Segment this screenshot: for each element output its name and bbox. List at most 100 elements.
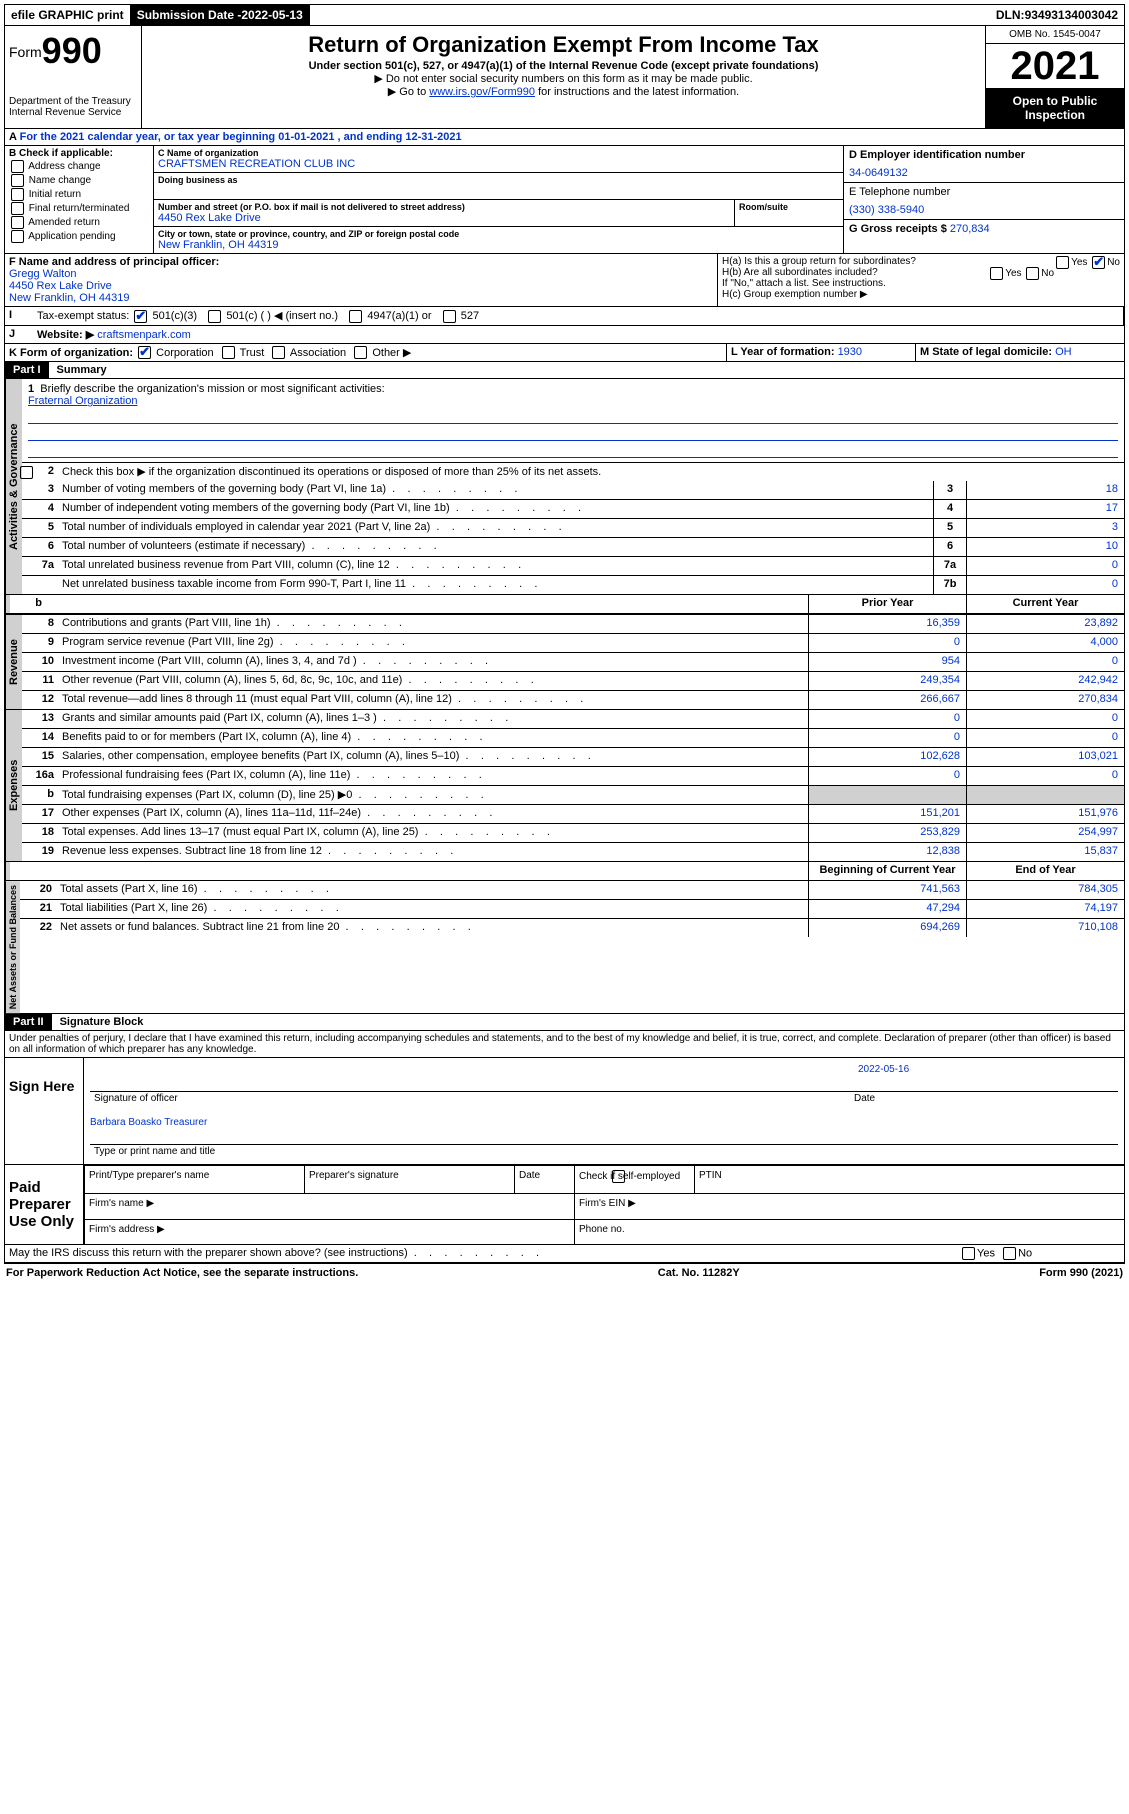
part-i-header: Part I Summary: [4, 362, 1125, 379]
room-label: Room/suite: [739, 202, 839, 212]
year-formation: 1930: [838, 346, 862, 358]
block-b-label: B Check if applicable:: [9, 148, 113, 159]
sig-date-label: Date: [850, 1092, 1118, 1105]
summary-line: 22 Net assets or fund balances. Subtract…: [20, 918, 1124, 937]
efile-label: efile GRAPHIC print: [5, 5, 131, 25]
footer-left: For Paperwork Reduction Act Notice, see …: [6, 1267, 358, 1279]
summary-line: 20 Total assets (Part X, line 16) 741,56…: [20, 881, 1124, 899]
summary-line: b Total fundraising expenses (Part IX, c…: [22, 785, 1124, 804]
current-year-header: Current Year: [966, 595, 1124, 613]
summary-line: 16a Professional fundraising fees (Part …: [22, 766, 1124, 785]
firm-addr-label: Firm's address ▶: [84, 1219, 574, 1245]
summary-line: 5 Total number of individuals employed i…: [22, 518, 1124, 537]
officer-sig-label: Signature of officer: [90, 1092, 850, 1105]
paid-preparer-label: Paid Preparer Use Only: [5, 1165, 84, 1244]
discuss-row: May the IRS discuss this return with the…: [4, 1245, 1125, 1263]
officer-label: F Name and address of principal officer:: [9, 256, 219, 268]
tax-status-text: Tax-exempt status:: [37, 310, 129, 322]
row-j-label: J: [5, 326, 33, 343]
prior-year-header: Prior Year: [808, 595, 966, 613]
revenue-section: Revenue 8 Contributions and grants (Part…: [4, 615, 1125, 710]
h-b-label: H(b) Are all subordinates included?: [722, 267, 878, 278]
check-final: Final return/terminated: [29, 203, 130, 214]
vlabel-revenue: Revenue: [5, 615, 22, 709]
tax-year: 2021: [986, 44, 1124, 88]
form990-link[interactable]: www.irs.gov/Form990: [429, 86, 535, 98]
block-b: B Check if applicable: Address change Na…: [5, 146, 154, 253]
summary-line: 21 Total liabilities (Part X, line 26) 4…: [20, 899, 1124, 918]
dln: DLN: 93493134003042: [990, 5, 1124, 25]
phone-value: (330) 338-5940: [849, 204, 1119, 216]
footer: For Paperwork Reduction Act Notice, see …: [4, 1263, 1125, 1282]
end-year-header: End of Year: [966, 862, 1124, 880]
summary-line: 11 Other revenue (Part VIII, column (A),…: [22, 671, 1124, 690]
h-c-label: H(c) Group exemption number ▶: [722, 289, 1120, 300]
check-initial: Initial return: [29, 189, 81, 200]
activities-governance: Activities & Governance 1 Briefly descri…: [4, 379, 1125, 595]
summary-line: 19 Revenue less expenses. Subtract line …: [22, 842, 1124, 861]
instr-1: ▶ Do not enter social security numbers o…: [150, 72, 977, 85]
dept-treasury: Department of the Treasury: [9, 96, 137, 107]
mission-label: Briefly describe the organization's miss…: [40, 383, 384, 395]
officer-addr2: New Franklin, OH 44319: [9, 292, 713, 304]
row-k-label: K Form of organization:: [9, 347, 133, 359]
summary-line: 10 Investment income (Part VIII, column …: [22, 652, 1124, 671]
expenses-section: Expenses 13 Grants and similar amounts p…: [4, 710, 1125, 862]
prep-sig-label: Preparer's signature: [304, 1165, 514, 1193]
domicile-label: M State of legal domicile:: [920, 346, 1055, 358]
city-state-zip: New Franklin, OH 44319: [158, 239, 839, 251]
footer-right: Form 990 (2021): [1039, 1267, 1123, 1279]
tax-year-label: A: [9, 131, 17, 143]
top-bar: efile GRAPHIC print Submission Date - 20…: [4, 4, 1125, 26]
begin-year-header: Beginning of Current Year: [808, 862, 966, 880]
paid-preparer-block: Paid Preparer Use Only Print/Type prepar…: [4, 1165, 1125, 1245]
line-2-text: Check this box ▶ if the organization dis…: [62, 466, 601, 478]
vlabel-expenses: Expenses: [5, 710, 22, 861]
penalties-text: Under penalties of perjury, I declare th…: [4, 1031, 1125, 1058]
balances-section: Net Assets or Fund Balances 20 Total ass…: [4, 881, 1125, 1014]
col-header-row: b Prior Year Current Year: [4, 595, 1125, 615]
summary-line: 3 Number of voting members of the govern…: [22, 481, 1124, 499]
year-formation-label: L Year of formation:: [731, 346, 838, 358]
summary-line: 14 Benefits paid to or for members (Part…: [22, 728, 1124, 747]
footer-mid: Cat. No. 11282Y: [658, 1267, 740, 1279]
self-employed-cell: Check if self-employed: [574, 1165, 694, 1193]
part-ii-header: Part II Signature Block: [4, 1014, 1125, 1031]
form-number: Form990: [9, 30, 137, 72]
discuss-text: May the IRS discuss this return with the…: [9, 1247, 408, 1259]
street-address: 4450 Rex Lake Drive: [158, 212, 730, 224]
summary-line: 8 Contributions and grants (Part VIII, l…: [22, 615, 1124, 633]
part-ii-label: Part II: [5, 1014, 52, 1030]
officer-group-row: F Name and address of principal officer:…: [4, 254, 1125, 307]
block-c: C Name of organization CRAFTSMEN RECREAT…: [154, 146, 844, 253]
gross-value: 270,834: [950, 223, 990, 235]
prep-name-label: Print/Type preparer's name: [84, 1165, 304, 1193]
entity-block: B Check if applicable: Address change Na…: [4, 146, 1125, 254]
preparer-table: Print/Type preparer's name Preparer's si…: [84, 1165, 1124, 1244]
summary-line: 4 Number of independent voting members o…: [22, 499, 1124, 518]
firm-name-label: Firm's name ▶: [84, 1193, 574, 1219]
part-i-title: Summary: [49, 362, 115, 378]
vlabel-governance: Activities & Governance: [5, 379, 22, 594]
summary-line: 18 Total expenses. Add lines 13–17 (must…: [22, 823, 1124, 842]
domicile: OH: [1055, 346, 1072, 358]
vlabel-balances-stub: [5, 862, 10, 880]
prep-date-label: Date: [514, 1165, 574, 1193]
firm-phone-label: Phone no.: [574, 1219, 1124, 1245]
officer-title-label: Type or print name and title: [90, 1145, 1118, 1158]
org-name: CRAFTSMEN RECREATION CLUB INC: [158, 158, 839, 170]
summary-line: Net unrelated business taxable income fr…: [22, 575, 1124, 594]
submission-date: Submission Date - 2022-05-13: [131, 5, 310, 25]
header-center: Return of Organization Exempt From Incom…: [142, 26, 985, 128]
h-a-label: H(a) Is this a group return for subordin…: [722, 256, 916, 267]
block-deg: D Employer identification number 34-0649…: [844, 146, 1124, 253]
h-b-note: If "No," attach a list. See instructions…: [722, 278, 1120, 289]
header-left: Form990 Department of the Treasury Inter…: [5, 26, 142, 128]
addr-label: Number and street (or P.O. box if mail i…: [158, 202, 730, 212]
part-ii-title: Signature Block: [52, 1014, 152, 1030]
mission-text: Fraternal Organization: [28, 395, 1118, 407]
form-org-row: K Form of organization: Corporation Trus…: [4, 344, 1125, 363]
tax-year-row: A For the 2021 calendar year, or tax yea…: [4, 129, 1125, 146]
row-i-label: I: [5, 307, 33, 325]
part-i-label: Part I: [5, 362, 49, 378]
